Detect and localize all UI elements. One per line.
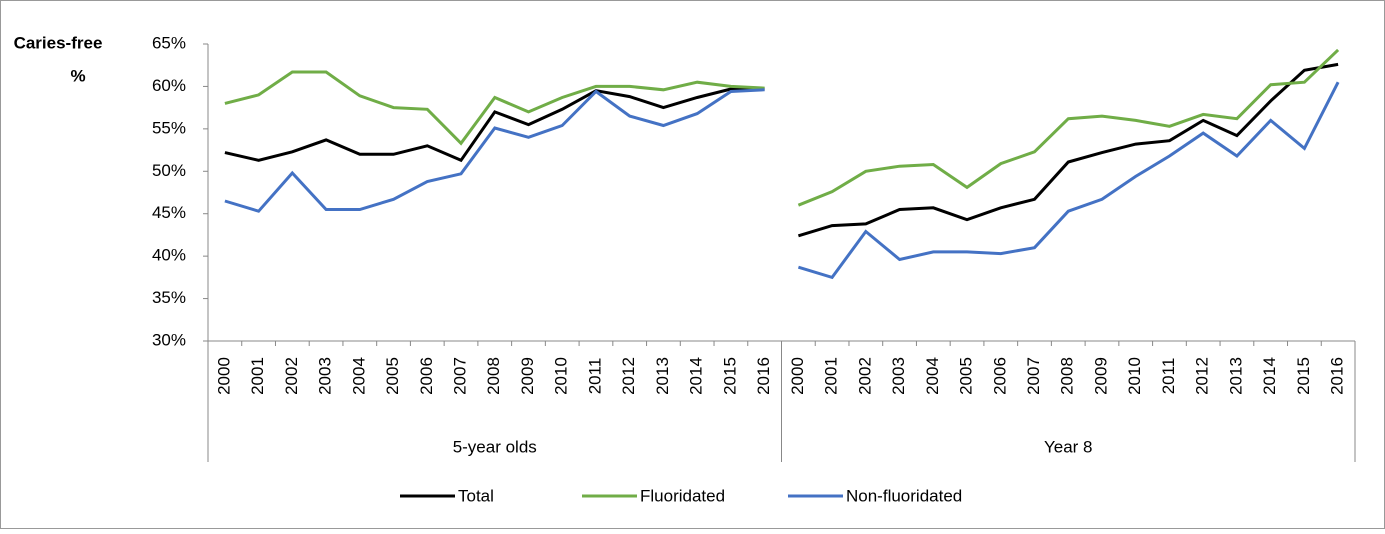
x-tick-label: 2002 — [855, 357, 874, 395]
y-tick-label: 40% — [152, 246, 186, 265]
x-tick-label: 2007 — [450, 357, 469, 395]
x-tick-label: 2000 — [214, 357, 233, 395]
y-tick-label: 65% — [152, 33, 186, 52]
x-tick-label: 2006 — [990, 357, 1009, 395]
x-tick-label: 2012 — [1193, 357, 1212, 395]
x-tick-label: 2011 — [585, 358, 604, 395]
x-tick-label: 2005 — [383, 357, 402, 395]
x-tick-label: 2001 — [248, 357, 267, 395]
x-tick-label: 2009 — [518, 357, 537, 395]
x-tick-label: 2007 — [1024, 357, 1043, 395]
y-tick-label: 30% — [152, 330, 186, 349]
y-tick-label: 45% — [152, 203, 186, 222]
x-tick-label: 2002 — [282, 357, 301, 395]
series-line — [224, 88, 765, 213]
x-tick-label: 2014 — [1260, 357, 1279, 395]
series-line — [224, 87, 765, 163]
y-tick-label: 60% — [152, 76, 186, 95]
x-tick-label: 2011 — [1159, 358, 1178, 395]
x-tick-label: 2003 — [316, 357, 335, 395]
y-tick-label: 35% — [152, 288, 186, 307]
group-label: Year 8 — [1044, 437, 1093, 456]
x-tick-label: 2016 — [754, 357, 773, 395]
x-tick-label: 2010 — [1125, 357, 1144, 395]
x-tick-label: 2015 — [720, 357, 739, 395]
y-axis-label: % — [70, 66, 85, 85]
legend-label: Fluoridated — [640, 486, 725, 505]
x-tick-label: 2010 — [552, 357, 571, 395]
group-label: 5-year olds — [453, 437, 537, 456]
y-tick-label: 55% — [152, 118, 186, 137]
legend-label: Total — [458, 486, 494, 505]
x-tick-label: 2008 — [1058, 357, 1077, 395]
x-tick-label: 2013 — [653, 357, 672, 395]
series-line — [797, 48, 1340, 207]
x-tick-label: 2004 — [923, 357, 942, 395]
x-tick-label: 2012 — [619, 357, 638, 395]
y-tick-label: 50% — [152, 161, 186, 180]
x-tick-label: 2004 — [349, 357, 368, 395]
x-tick-label: 2003 — [889, 357, 908, 395]
x-tick-label: 2008 — [484, 357, 503, 395]
x-tick-label: 2015 — [1294, 357, 1313, 395]
series-line — [224, 70, 765, 146]
x-tick-label: 2016 — [1328, 357, 1347, 395]
x-tick-label: 2001 — [822, 357, 841, 395]
x-tick-label: 2013 — [1226, 357, 1245, 395]
series-line — [797, 81, 1340, 280]
x-tick-label: 2000 — [788, 357, 807, 395]
series-line — [797, 62, 1339, 238]
y-axis-label: Caries-free — [14, 33, 103, 52]
x-tick-label: 2005 — [957, 357, 976, 395]
x-tick-label: 2009 — [1091, 357, 1110, 395]
legend-label: Non-fluoridated — [846, 486, 962, 505]
x-tick-label: 2006 — [417, 357, 436, 395]
x-tick-label: 2014 — [687, 357, 706, 395]
